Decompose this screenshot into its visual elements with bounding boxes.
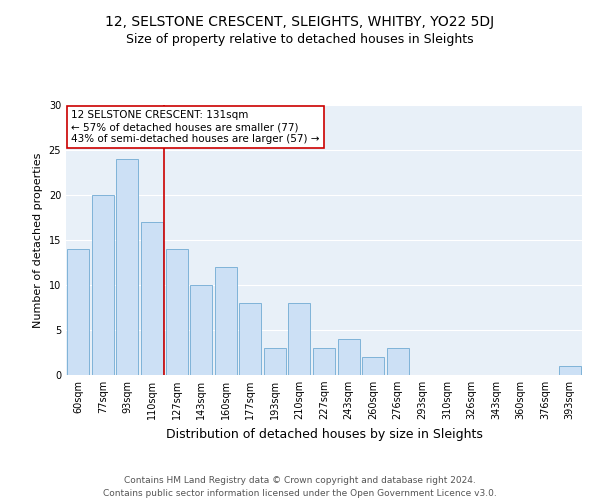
Bar bbox=[190, 285, 212, 375]
Bar bbox=[264, 348, 286, 375]
Bar bbox=[141, 222, 163, 375]
Bar bbox=[362, 357, 384, 375]
Bar bbox=[116, 159, 139, 375]
Bar bbox=[559, 366, 581, 375]
Y-axis label: Number of detached properties: Number of detached properties bbox=[33, 152, 43, 328]
X-axis label: Distribution of detached houses by size in Sleights: Distribution of detached houses by size … bbox=[166, 428, 482, 440]
Bar bbox=[386, 348, 409, 375]
Bar bbox=[338, 339, 359, 375]
Bar bbox=[215, 267, 237, 375]
Bar bbox=[166, 249, 188, 375]
Bar bbox=[289, 303, 310, 375]
Bar bbox=[239, 303, 262, 375]
Text: 12, SELSTONE CRESCENT, SLEIGHTS, WHITBY, YO22 5DJ: 12, SELSTONE CRESCENT, SLEIGHTS, WHITBY,… bbox=[106, 15, 494, 29]
Text: Size of property relative to detached houses in Sleights: Size of property relative to detached ho… bbox=[126, 32, 474, 46]
Bar bbox=[67, 249, 89, 375]
Text: Contains HM Land Registry data © Crown copyright and database right 2024.
Contai: Contains HM Land Registry data © Crown c… bbox=[103, 476, 497, 498]
Bar bbox=[313, 348, 335, 375]
Bar bbox=[92, 195, 114, 375]
Text: 12 SELSTONE CRESCENT: 131sqm
← 57% of detached houses are smaller (77)
43% of se: 12 SELSTONE CRESCENT: 131sqm ← 57% of de… bbox=[71, 110, 320, 144]
